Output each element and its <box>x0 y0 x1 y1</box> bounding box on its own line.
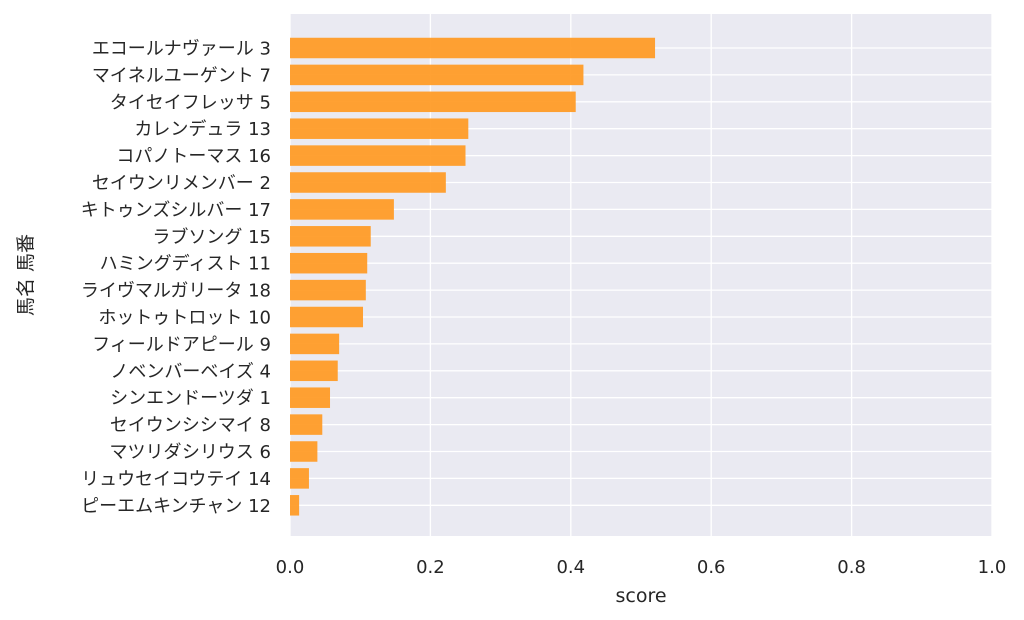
x-tick-label: 1.0 <box>978 557 1007 578</box>
x-tick-label: 0.8 <box>837 557 866 578</box>
bar <box>290 172 446 193</box>
y-tick-label: タイセイフレッサ 5 <box>110 92 271 113</box>
y-tick-labels: エコールナヴァール 3 マイネルユーゲント 7 タイセイフレッサ 5 カレンデュラ 1… <box>81 39 271 517</box>
bar <box>290 495 300 516</box>
bar <box>290 145 466 166</box>
y-tick-label: マイネルユーゲント 7 <box>92 65 271 86</box>
bar <box>290 226 371 247</box>
x-tick-labels: 0.0 0.2 0.4 0.6 0.8 1.0 <box>276 557 1007 578</box>
bar <box>290 306 364 328</box>
bar <box>290 414 323 435</box>
y-tick-label: ライヴマルガリータ 18 <box>81 281 271 302</box>
bars <box>290 37 656 516</box>
bar <box>290 91 576 113</box>
y-tick-label: セイウンリメンバー 2 <box>92 173 271 194</box>
x-tick-label: 0.0 <box>276 557 305 578</box>
x-axis-label: score <box>615 585 666 607</box>
bar <box>290 279 366 301</box>
y-tick-label: コパノトーマス 16 <box>116 146 271 167</box>
bar <box>290 360 338 382</box>
y-tick-label: フィールドアピール 9 <box>92 334 271 355</box>
y-axis-label: 馬名 馬番 <box>15 234 37 316</box>
bar <box>290 333 340 355</box>
bar <box>290 441 318 462</box>
bar <box>290 118 469 139</box>
bar <box>290 468 309 489</box>
y-tick-label: シンエンドーツダ 1 <box>110 388 271 409</box>
bar <box>290 387 331 408</box>
y-tick-label: カレンデュラ 13 <box>134 119 271 140</box>
y-tick-label: マツリダシリウス 6 <box>109 442 271 463</box>
x-tick-label: 0.4 <box>556 557 585 578</box>
y-tick-label: ノベンバーベイズ 4 <box>110 361 271 382</box>
y-tick-label: ホットゥトロット 10 <box>98 308 271 329</box>
x-tick-label: 0.6 <box>697 557 726 578</box>
bar <box>290 64 584 86</box>
y-tick-label: セイウンシシマイ 8 <box>110 415 271 436</box>
bar <box>290 199 394 220</box>
y-tick-label: ハミングディスト 11 <box>100 254 271 275</box>
y-tick-label: エコールナヴァール 3 <box>92 39 271 60</box>
y-tick-label: リュウセイコウテイ 14 <box>81 469 271 490</box>
bar <box>290 37 656 59</box>
y-tick-label: キトゥンズシルバー 17 <box>81 200 271 221</box>
bar <box>290 252 368 274</box>
y-tick-label: ピーエムキンチャン 12 <box>81 496 271 517</box>
x-tick-label: 0.2 <box>416 557 445 578</box>
y-tick-label: ラブソング 15 <box>152 226 271 248</box>
